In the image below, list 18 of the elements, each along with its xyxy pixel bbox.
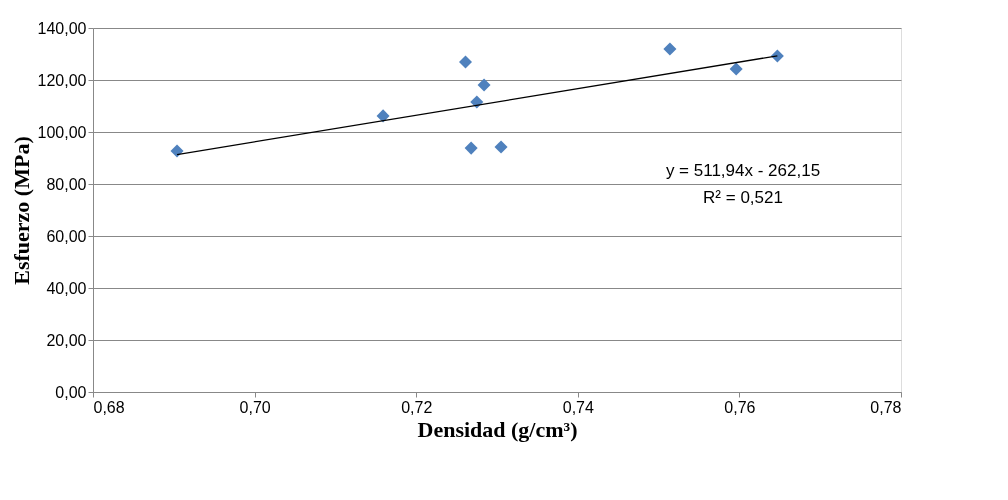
annotation: y = 511,94x - 262,15 [665, 161, 821, 180]
y-tick-label: 0,00 [55, 383, 87, 401]
y-tick-label: 40,00 [46, 279, 87, 297]
x-tick-label: 0,68 [93, 398, 125, 416]
x-tick-label: 0,76 [724, 398, 756, 416]
y-tick-label: 80,00 [46, 175, 87, 193]
y-tick-label: 20,00 [46, 331, 87, 349]
y-tick-label: 100,00 [37, 123, 87, 141]
y-tick-label: 60,00 [46, 227, 87, 245]
x-tick-label: 0,74 [562, 398, 594, 416]
x-tick-label: 0,70 [239, 398, 271, 416]
x-axis-title: Densidad (g/cm³) [417, 416, 578, 442]
annotation: R² = 0,521 [703, 188, 783, 207]
x-tick-label: 0,72 [401, 398, 433, 416]
x-tick-label: 0,78 [870, 398, 902, 416]
y-tick-label: 140,00 [37, 19, 87, 37]
y-tick-label: 120,00 [37, 71, 87, 89]
y-axis-title: Esfuerzo (MPa) [8, 136, 34, 285]
